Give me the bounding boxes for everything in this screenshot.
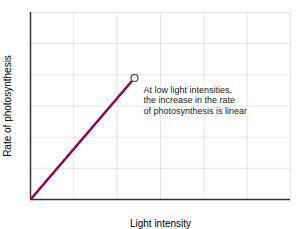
svg-text:At low light intensities,the i: At low light intensities,the increase in… — [144, 85, 248, 117]
svg-text:Light intensity: Light intensity — [130, 218, 191, 229]
svg-text:Rate of photosynthesis: Rate of photosynthesis — [2, 55, 13, 157]
